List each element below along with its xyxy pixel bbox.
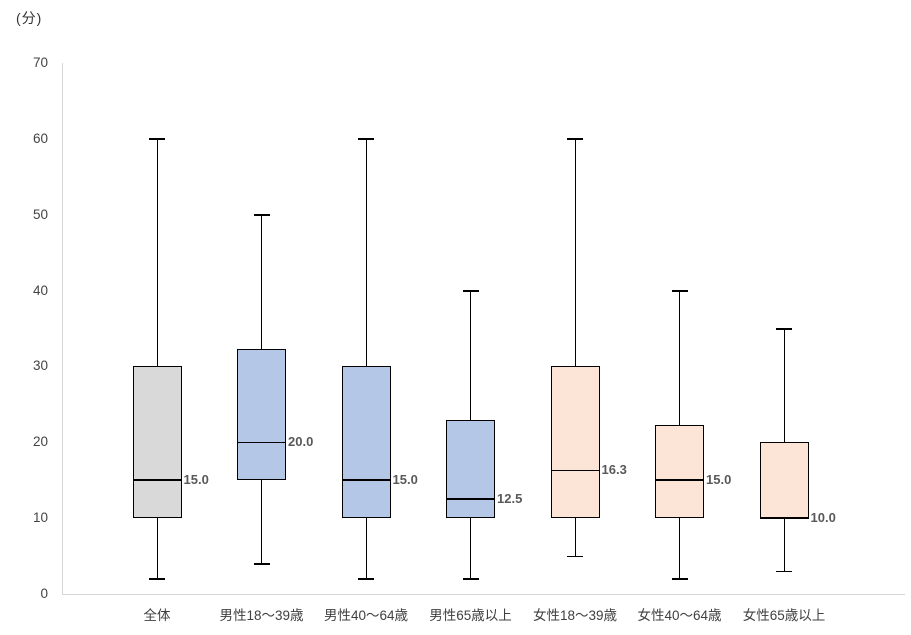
median-value-label: 16.3 [601, 462, 627, 478]
x-category-label: 女性65歳以上 [742, 608, 826, 623]
median-value-label: 15.0 [392, 472, 418, 488]
boxplot-box [550, 366, 600, 519]
y-tick-label: 20 [32, 434, 48, 450]
median-value-label: 10.0 [810, 510, 836, 526]
boxplot-max-cap [776, 328, 792, 330]
x-axis-line [62, 594, 905, 595]
y-tick-label: 50 [32, 206, 48, 222]
boxplot-min-cap [567, 555, 583, 558]
boxplot-whisker-line [574, 138, 576, 557]
boxplot-whisker-line [365, 138, 367, 579]
boxplot-box [237, 348, 286, 481]
boxplot-box [655, 424, 704, 519]
boxplot-median-line [446, 498, 495, 500]
y-axis-unit-label: (分) [16, 10, 43, 26]
x-category-label: 女性40〜64歳 [637, 608, 722, 623]
boxplot-median-line [132, 479, 182, 481]
boxplot-median-line [655, 479, 704, 481]
y-tick-label: 30 [32, 358, 48, 374]
x-category-label: 全体 [143, 608, 171, 623]
y-tick-label: 70 [32, 55, 48, 70]
boxplot-max-cap [462, 290, 479, 292]
boxplot-min-cap [462, 578, 479, 580]
boxplot-box [341, 366, 391, 519]
x-category-label: 男性65歳以上 [429, 608, 512, 623]
median-value-label: 15.0 [183, 472, 209, 488]
median-value-label: 15.0 [706, 472, 732, 488]
x-category-label: 女性18〜39歳 [532, 608, 618, 623]
y-tick-label: 60 [32, 130, 48, 146]
boxplot-median-line [237, 441, 286, 444]
boxplot-max-cap [358, 138, 374, 140]
boxplot-min-cap [253, 563, 270, 565]
y-tick-label: 10 [32, 510, 48, 526]
boxplot-median-line [550, 469, 600, 472]
boxplot-box [446, 419, 495, 519]
y-tick-label: 0 [40, 586, 48, 601]
boxplot-min-cap [671, 578, 688, 580]
boxplot-min-cap [149, 578, 165, 580]
median-value-label: 12.5 [497, 491, 523, 507]
boxplot-min-cap [358, 578, 374, 580]
boxplot-median-line [341, 479, 391, 481]
boxplot-median-line [759, 517, 809, 519]
boxplot-box [759, 442, 809, 519]
boxplot-box [132, 366, 182, 519]
x-category-label: 男性18〜39歳 [219, 608, 304, 623]
x-category-label: 男性40〜64歳 [323, 608, 409, 623]
median-value-label: 20.0 [288, 434, 314, 450]
boxplot-max-cap [567, 138, 583, 140]
boxplot-whisker-line [156, 138, 158, 579]
y-axis-line [62, 63, 63, 594]
boxplot-max-cap [149, 138, 165, 140]
boxplot-max-cap [253, 214, 270, 216]
y-tick-label: 40 [32, 282, 48, 298]
boxplot-max-cap [671, 290, 688, 292]
boxplot-min-cap [776, 570, 792, 573]
